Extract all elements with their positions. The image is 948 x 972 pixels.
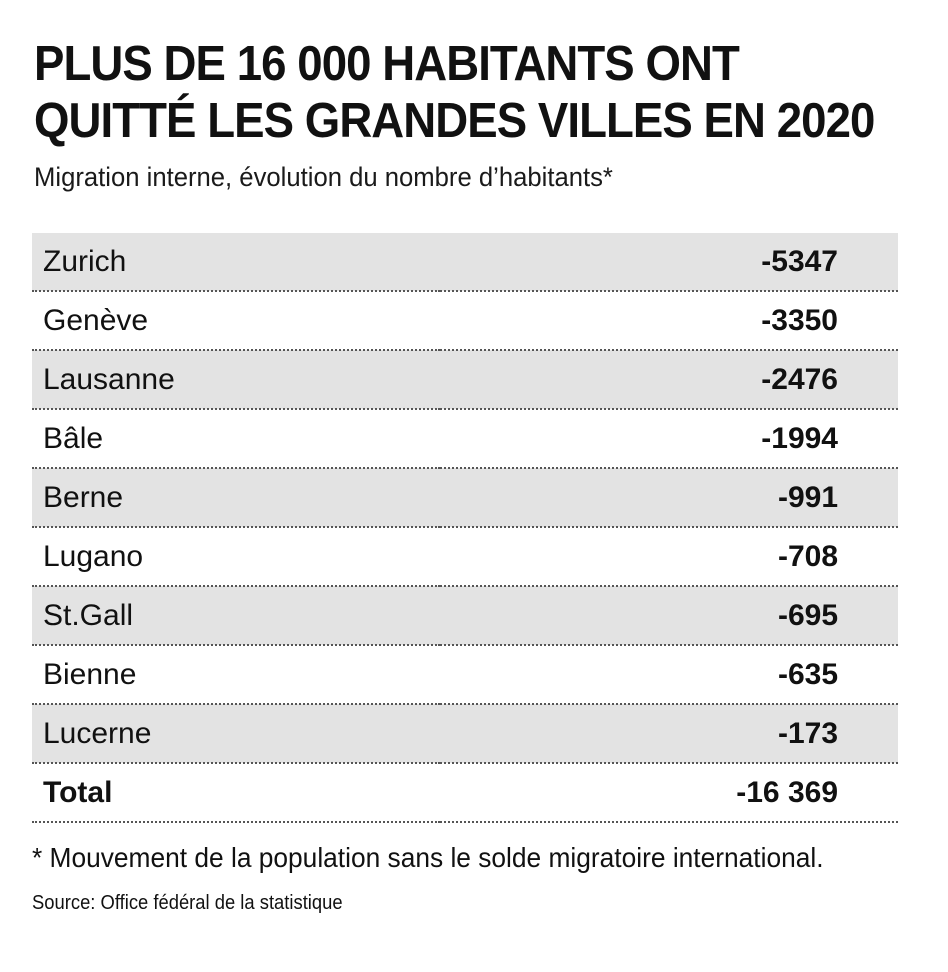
migration-value: -2476: [440, 350, 898, 410]
migration-value: -695: [440, 586, 898, 646]
source-note: Source: Office fédéral de la statistique: [32, 892, 343, 914]
city-label: St.Gall: [32, 586, 441, 646]
table-row: Bienne -635: [32, 645, 898, 705]
city-label: Bienne: [32, 645, 441, 705]
header: PLUS DE 16 000 HABITANTS ONT QUITTÉ LES …: [34, 36, 898, 194]
table-row: Berne -991: [32, 468, 898, 528]
table-row: Bâle -1994: [32, 409, 898, 469]
migration-value: -635: [440, 645, 898, 705]
migration-value: -708: [440, 527, 898, 587]
city-label: Lugano: [32, 527, 441, 587]
chart-subtitle: Migration interne, évolution du nombre d…: [34, 162, 613, 192]
city-label: Genève: [32, 291, 441, 351]
total-row: Total -16 369: [32, 763, 898, 823]
migration-value: -173: [440, 704, 898, 764]
migration-value: -1994: [440, 409, 898, 469]
migration-value: -5347: [440, 233, 898, 292]
table-row: Lugano -708: [32, 527, 898, 587]
footnote: * Mouvement de la population sans le sol…: [32, 842, 824, 873]
table-row: Lausanne -2476: [32, 350, 898, 410]
city-label: Bâle: [32, 409, 441, 469]
table-row: Zurich -5347: [32, 233, 898, 292]
migration-value: -3350: [440, 291, 898, 351]
city-label: Lucerne: [32, 704, 441, 764]
total-value: -16 369: [440, 763, 898, 823]
city-label: Zurich: [32, 233, 441, 292]
data-table: Zurich -5347 Genève -3350 Lausanne -2476 Bâle -…: [32, 233, 898, 823]
total-label: Total: [32, 763, 441, 823]
table-row: St.Gall -695: [32, 586, 898, 646]
table-row: Lucerne -173: [32, 704, 898, 764]
table-row: Genève -3350: [32, 291, 898, 351]
city-label: Lausanne: [32, 350, 441, 410]
chart-title: PLUS DE 16 000 HABITANTS ONT QUITTÉ LES …: [34, 37, 875, 148]
migration-value: -991: [440, 468, 898, 528]
city-label: Berne: [32, 468, 441, 528]
